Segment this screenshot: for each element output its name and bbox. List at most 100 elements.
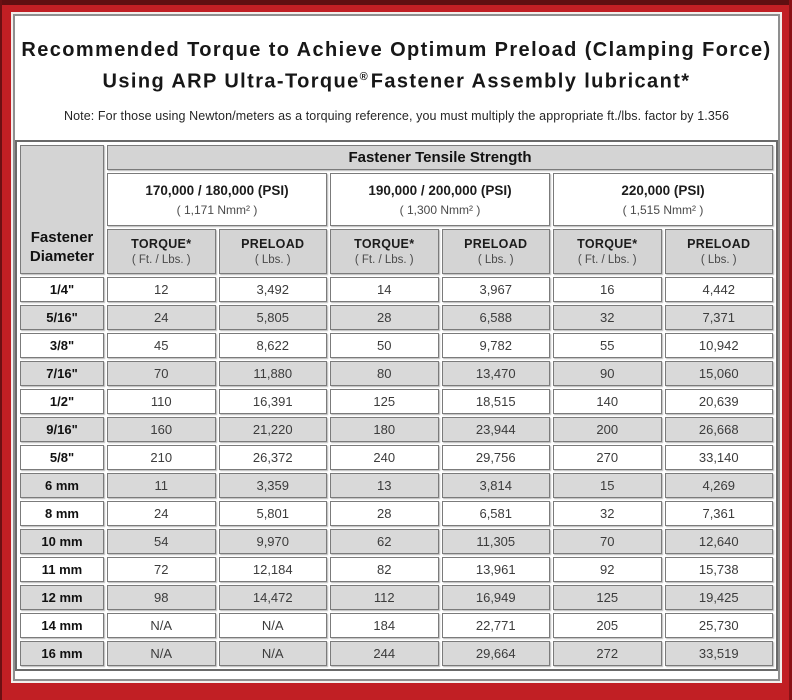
preload-cell: 12,184 <box>218 557 327 582</box>
frame-top-edge <box>0 0 792 5</box>
torque-cell: 62 <box>330 529 439 554</box>
preload-cell: 16,949 <box>441 585 550 610</box>
title-line-2-end: Fastener Assembly lubricant* <box>370 70 691 93</box>
preload-cell: 5,805 <box>218 305 327 330</box>
preload-cell: 21,220 <box>218 417 327 442</box>
preload-unit: ( Lbs. ) <box>254 254 291 266</box>
torque-unit: ( Ft. / Lbs. ) <box>131 254 191 266</box>
diameter-cell: 9/16" <box>20 417 104 442</box>
preload-cell: 8,622 <box>218 333 327 358</box>
torque-cell: 82 <box>330 557 439 582</box>
tensile-strength-row: Fastener Diameter Fastener Tensile Stren… <box>20 145 773 274</box>
diameter-cell: 5/8" <box>20 445 104 470</box>
preload-cell: 26,372 <box>218 445 327 470</box>
tensile-strength-header: Fastener Tensile Strength <box>107 145 773 170</box>
preload-cell: 9,970 <box>218 529 327 554</box>
torque-cell: 200 <box>553 417 662 442</box>
table-row: 8 mm 24 5,801 28 6,581 32 7,361 <box>20 501 773 526</box>
table-row: 6 mm 11 3,359 13 3,814 15 4,269 <box>20 473 773 498</box>
torque-cell: 210 <box>107 445 216 470</box>
preload-cell: 12,640 <box>664 529 773 554</box>
torque-cell: N/A <box>107 613 216 638</box>
torque-column-header: TORQUE* ( Ft. / Lbs. ) <box>553 229 662 274</box>
preload-cell: 33,140 <box>664 445 773 470</box>
preload-cell: 15,060 <box>664 361 773 386</box>
torque-cell: 72 <box>107 557 216 582</box>
diameter-cell: 7/16" <box>20 361 104 386</box>
preload-cell: 4,442 <box>664 277 773 302</box>
torque-cell: 45 <box>107 333 216 358</box>
torque-cell: 98 <box>107 585 216 610</box>
torque-cell: 140 <box>553 389 662 414</box>
preload-cell: 14,472 <box>218 585 327 610</box>
preload-cell: 11,880 <box>218 361 327 386</box>
torque-cell: 11 <box>107 473 216 498</box>
torque-cell: 90 <box>553 361 662 386</box>
torque-cell: 125 <box>330 389 439 414</box>
table-row: 1/2" 110 16,391 125 18,515 140 20,639 <box>20 389 773 414</box>
torque-cell: 112 <box>330 585 439 610</box>
preload-cell: 33,519 <box>664 641 773 666</box>
torque-cell: 12 <box>107 277 216 302</box>
torque-cell: 28 <box>330 305 439 330</box>
torque-cell: 32 <box>553 305 662 330</box>
frame-left-edge <box>0 0 2 700</box>
torque-cell: 16 <box>553 277 662 302</box>
torque-column-header: TORQUE* ( Ft. / Lbs. ) <box>330 229 439 274</box>
preload-cell: 16,391 <box>218 389 327 414</box>
psi-header-190-200: 190,000 / 200,000 (PSI) ( 1,300 Nmm² ) <box>330 173 550 226</box>
title-block: Recommended Torque to Achieve Optimum Pr… <box>15 16 778 140</box>
table-row: 9/16" 160 21,220 180 23,944 200 26,668 <box>20 417 773 442</box>
table-row: 1/4" 12 3,492 14 3,967 16 4,442 <box>20 277 773 302</box>
preload-column-header: PRELOAD ( Lbs. ) <box>218 229 327 274</box>
preload-unit: ( Lbs. ) <box>700 254 737 266</box>
nmm-value: ( 1,515 Nmm² ) <box>622 202 704 217</box>
torque-cell: 272 <box>553 641 662 666</box>
preload-cell: 6,588 <box>441 305 550 330</box>
torque-label: TORQUE* <box>354 237 415 251</box>
diameter-cell: 12 mm <box>20 585 104 610</box>
document-page: Recommended Torque to Achieve Optimum Pr… <box>13 14 780 681</box>
preload-cell: 15,738 <box>664 557 773 582</box>
nmm-value: ( 1,171 Nmm² ) <box>176 202 258 217</box>
diameter-cell: 3/8" <box>20 333 104 358</box>
table-row: 3/8" 45 8,622 50 9,782 55 10,942 <box>20 333 773 358</box>
torque-cell: 244 <box>330 641 439 666</box>
diameter-cell: 5/16" <box>20 305 104 330</box>
preload-label: PRELOAD <box>687 237 751 251</box>
torque-cell: 28 <box>330 501 439 526</box>
psi-header-row: 170,000 / 180,000 (PSI) ( 1,171 Nmm² ) 1… <box>20 173 773 226</box>
preload-cell: 26,668 <box>664 417 773 442</box>
diameter-cell: 1/4" <box>20 277 104 302</box>
preload-cell: 9,782 <box>441 333 550 358</box>
torque-column-header: TORQUE* ( Ft. / Lbs. ) <box>107 229 216 274</box>
preload-unit: ( Lbs. ) <box>477 254 514 266</box>
torque-cell: 14 <box>330 277 439 302</box>
torque-cell: 24 <box>107 305 216 330</box>
psi-value: 220,000 (PSI) <box>621 182 705 198</box>
preload-cell: 7,361 <box>664 501 773 526</box>
table-body: 1/4" 12 3,492 14 3,967 16 4,442 5/16" 24 5,805 28 6… <box>20 277 773 666</box>
frame-right-edge <box>789 0 792 700</box>
table-row: 16 mm N/A N/A 244 29,664 272 33,519 <box>20 641 773 666</box>
preload-cell: 19,425 <box>664 585 773 610</box>
note-text: Note: For those using Newton/meters as a… <box>63 108 729 123</box>
preload-cell: 6,581 <box>441 501 550 526</box>
diameter-cell: 6 mm <box>20 473 104 498</box>
preload-cell: 5,801 <box>218 501 327 526</box>
preload-label: PRELOAD <box>464 237 528 251</box>
torque-cell: 80 <box>330 361 439 386</box>
torque-unit: ( Ft. / Lbs. ) <box>354 254 414 266</box>
preload-cell: 25,730 <box>664 613 773 638</box>
diameter-cell: 1/2" <box>20 389 104 414</box>
preload-cell: N/A <box>218 641 327 666</box>
psi-value: 190,000 / 200,000 (PSI) <box>368 182 512 198</box>
preload-cell: 29,664 <box>441 641 550 666</box>
table-row: 12 mm 98 14,472 112 16,949 125 19,425 <box>20 585 773 610</box>
table-row: 5/8" 210 26,372 240 29,756 270 33,140 <box>20 445 773 470</box>
table-row: 5/16" 24 5,805 28 6,588 32 7,371 <box>20 305 773 330</box>
diameter-cell: 16 mm <box>20 641 104 666</box>
torque-cell: 110 <box>107 389 216 414</box>
title-line-2: Using ARP Ultra-Torque <box>102 70 360 93</box>
table-row: 11 mm 72 12,184 82 13,961 92 15,738 <box>20 557 773 582</box>
